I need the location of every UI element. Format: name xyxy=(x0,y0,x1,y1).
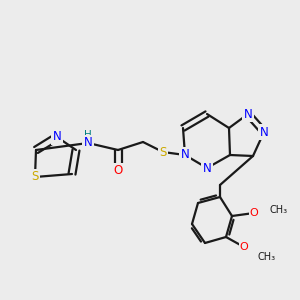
Text: N: N xyxy=(181,148,189,161)
Text: CH₃: CH₃ xyxy=(257,252,275,262)
Text: H: H xyxy=(84,130,92,140)
Text: S: S xyxy=(159,146,167,158)
Text: N: N xyxy=(52,130,62,143)
Text: N: N xyxy=(84,136,92,149)
Text: CH₃: CH₃ xyxy=(270,205,288,215)
Text: N: N xyxy=(202,161,211,175)
Text: O: O xyxy=(240,242,248,252)
Text: S: S xyxy=(31,170,39,184)
Text: O: O xyxy=(250,208,258,218)
Text: N: N xyxy=(244,107,252,121)
Text: O: O xyxy=(113,164,123,178)
Text: N: N xyxy=(260,125,268,139)
